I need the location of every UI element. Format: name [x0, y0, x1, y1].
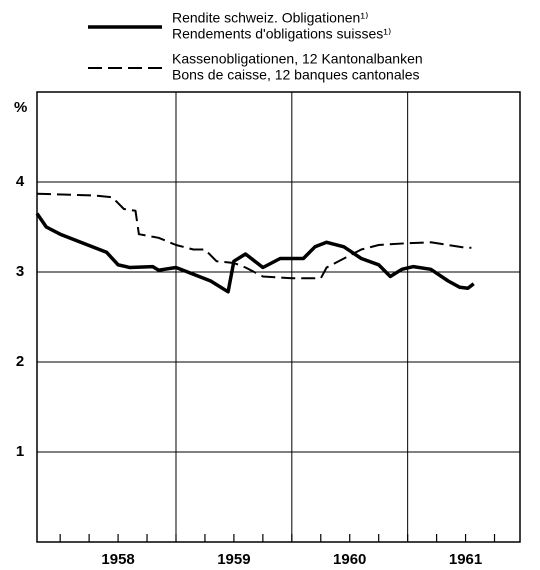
legend-label: Rendite schweiz. Obligationen¹⁾: [172, 10, 368, 26]
y-tick-label: 1: [16, 443, 24, 460]
plot-frame: [36, 91, 521, 543]
legend-label: Bons de caisse, 12 banques cantonales: [172, 67, 420, 83]
series-line: [35, 212, 475, 294]
y-unit-label: %: [14, 99, 27, 116]
x-tick-label: 1959: [217, 551, 250, 568]
legend-label: Kassenobligationen, 12 Kantonalbanken: [172, 51, 423, 67]
y-tick-label: 4: [16, 173, 25, 190]
y-tick-label: 2: [16, 353, 24, 370]
y-tick-label: 3: [16, 263, 24, 280]
x-tick-label: 1958: [101, 551, 134, 568]
x-tick-label: 1960: [333, 551, 366, 568]
legend-label: Rendements d'obligations suisses¹⁾: [172, 26, 391, 42]
series-line: [36, 192, 472, 280]
x-tick-label: 1961: [449, 551, 482, 568]
